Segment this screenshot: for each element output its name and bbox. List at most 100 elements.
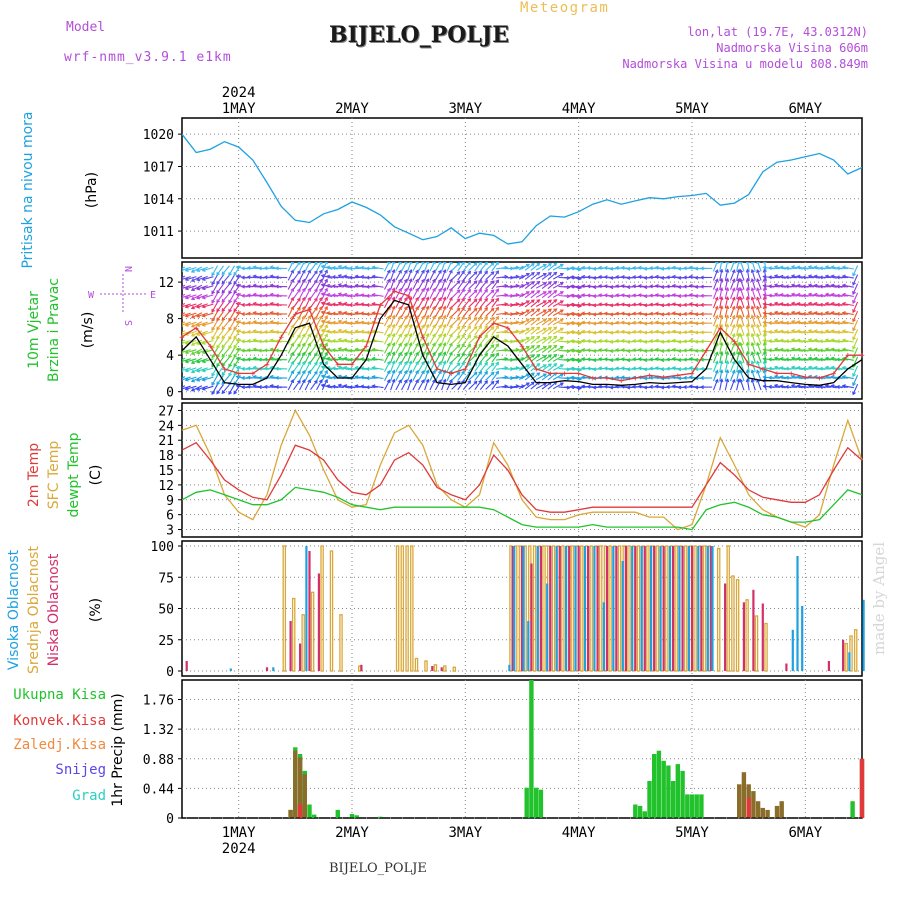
wind-arrow [196, 312, 208, 318]
wind-arrow-head [682, 375, 687, 380]
cloud-bar-mid [702, 545, 707, 672]
wind-arrow-head [415, 379, 419, 384]
wind-arrow [724, 315, 729, 327]
wind-arrow-head [425, 305, 430, 310]
wind-arrow-head [569, 284, 574, 289]
y-tick-label: 1011 [143, 225, 174, 240]
wind-arrow-head [830, 384, 835, 389]
wind-arrow-head [359, 265, 365, 270]
wind-arrow [401, 306, 408, 318]
wind-arrow-head [682, 284, 687, 289]
wind-arrow [736, 296, 740, 309]
wind-arrow-head [796, 265, 801, 270]
wind-arrow-head [337, 283, 342, 288]
wind-arrow-head [415, 262, 419, 265]
wind-arrow-head [548, 326, 552, 331]
wind-arrow-head [432, 296, 436, 301]
wind-arrow [299, 334, 306, 345]
wind-arrow-head [597, 274, 602, 279]
wind-arrow-head [818, 275, 823, 280]
cloud-bar-mid [646, 545, 650, 672]
wind-arrow-head [756, 314, 761, 319]
wind-arrow-head [643, 312, 648, 317]
wind-arrow [535, 382, 547, 390]
wind-arrow-head [371, 265, 376, 270]
wind-arrow [736, 333, 740, 345]
wind-arrow-head [779, 311, 784, 316]
wind-arrow-head [818, 321, 823, 325]
wind-arrow-head [531, 317, 535, 322]
wind-arrow-head [473, 271, 478, 275]
wind-arrow [729, 342, 736, 354]
wind-arrow-head [211, 354, 215, 359]
wind-arrow-head [637, 366, 642, 371]
wind-arrow-head [324, 278, 328, 283]
wind-arrow-head [756, 278, 761, 283]
wind-arrow-head [467, 352, 472, 357]
wind-arrow-head [221, 381, 226, 385]
wind-arrow [228, 265, 236, 276]
wind-arrow-head [415, 342, 419, 347]
wind-gust-marker: + [349, 360, 355, 370]
wind-arrow-head [725, 323, 730, 328]
wind-arrow-head [421, 370, 425, 375]
wind-arrow-head [620, 338, 625, 343]
wind-arrow [321, 279, 328, 290]
wind-arrow-head [301, 262, 306, 265]
wind-arrow-head [586, 357, 591, 362]
cloud-bar-low [587, 546, 590, 671]
wind-arrow [518, 309, 530, 317]
cloud-bar-low [440, 667, 443, 672]
wind-arrow [768, 331, 781, 334]
wind-arrow-head [531, 326, 535, 331]
wind-arrow-head [682, 348, 687, 353]
wind-arrow-head [739, 287, 744, 292]
wind-arrow-head [408, 351, 413, 356]
wind-arrow [407, 269, 412, 281]
wind-arrow [332, 367, 344, 370]
wind-arrow-head [274, 384, 279, 389]
cloud-bar-low [761, 603, 764, 671]
cloud-bar-high [522, 546, 525, 671]
wind-arrow [429, 279, 436, 290]
wind-arrow-head [536, 271, 541, 276]
wind-arrow-head [592, 285, 597, 290]
wind-arrow [842, 348, 854, 352]
y-tick-label: 15 [158, 464, 174, 479]
wind-arrow [228, 329, 236, 340]
wind-arrow-head [324, 324, 328, 329]
wind-arrow-head [597, 265, 602, 270]
wind-arrow-head [365, 385, 370, 390]
y-tick-label: 0.44 [143, 782, 174, 797]
wind-arrow-head [386, 342, 391, 347]
wind-arrow-head [626, 312, 631, 317]
wind-arrow-head [801, 302, 806, 307]
wind-arrow-head [438, 262, 442, 265]
wind-arrow-head [654, 293, 659, 298]
wind-arrow-head [461, 315, 465, 320]
wind-arrow [768, 349, 781, 352]
wind-arrow [462, 325, 471, 336]
wind-arrow [739, 269, 745, 281]
wind-arrow [712, 315, 719, 327]
wind-gust-marker: + [236, 369, 242, 379]
wind-arrow-head [779, 302, 784, 307]
wind-arrow-head [790, 329, 795, 333]
wind-arrow-head [331, 384, 336, 389]
wind-arrow [441, 278, 446, 290]
cloud-bar-high [593, 546, 596, 671]
wind-arrow-head [461, 306, 465, 311]
wind-arrow-head [246, 329, 251, 334]
wind-arrow-head [784, 357, 789, 362]
wind-arrow [221, 375, 230, 385]
precip-bar [656, 750, 662, 818]
wind-arrow [196, 321, 208, 327]
wind-arrow-head [371, 311, 376, 316]
wind-arrow-head [688, 320, 693, 325]
wind-arrow-head [343, 265, 348, 270]
wind-arrow [418, 315, 425, 327]
wind-arrow [316, 361, 323, 372]
wind-arrow-head [318, 296, 323, 301]
wind-arrow-head [620, 357, 625, 362]
wind-arrow [299, 324, 306, 336]
